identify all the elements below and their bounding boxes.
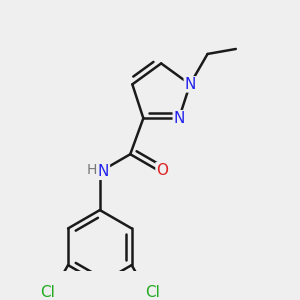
Text: O: O (156, 163, 168, 178)
Text: N: N (173, 111, 185, 126)
Text: N: N (184, 77, 196, 92)
Text: Cl: Cl (40, 285, 55, 300)
Text: N: N (98, 164, 110, 179)
Text: H: H (87, 163, 97, 177)
Text: Cl: Cl (145, 285, 160, 300)
